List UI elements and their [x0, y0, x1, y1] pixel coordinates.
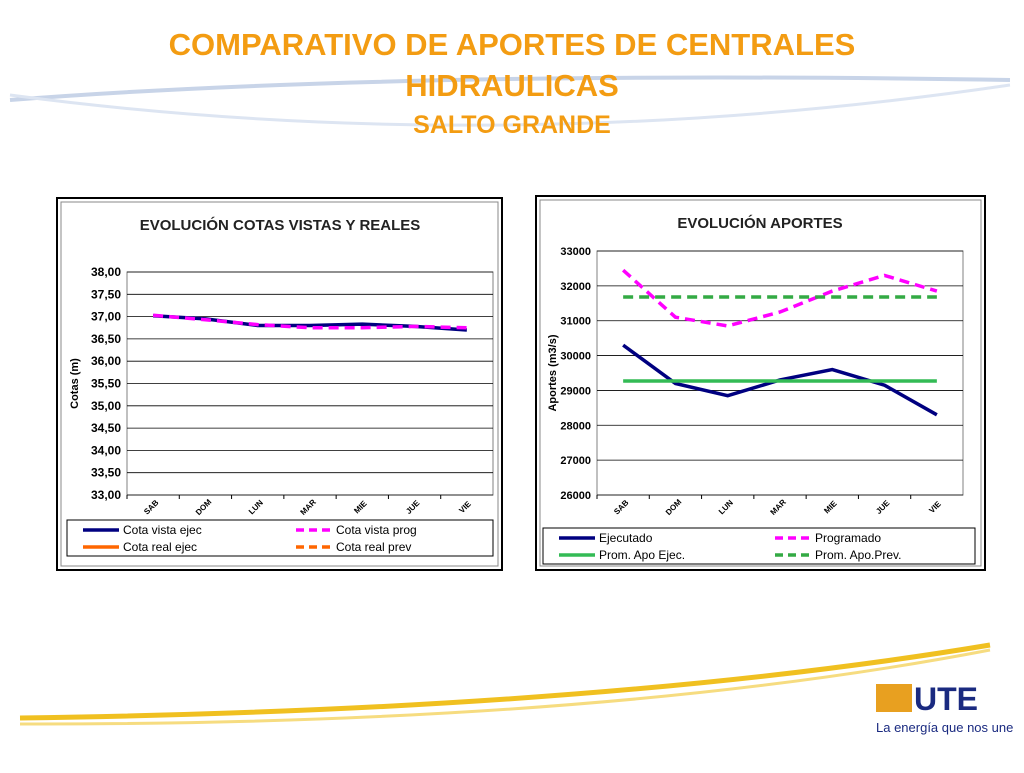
y-tick-label: 31000 — [560, 316, 591, 328]
chart-title: EVOLUCIÓN COTAS VISTAS Y REALES — [140, 216, 421, 234]
y-tick-label: 36,00 — [91, 354, 121, 368]
y-tick-label: 33000 — [560, 246, 591, 258]
slide-title: HIDRAULICAS — [405, 68, 619, 103]
y-tick-label: 37,50 — [91, 287, 121, 301]
legend-label: Ejecutado — [599, 531, 653, 545]
legend-label: Cota real ejec — [123, 540, 197, 554]
legend-frame — [66, 519, 494, 557]
y-axis-label: Cotas (m) — [69, 358, 81, 409]
legend-label: Prom. Apo.Prev. — [815, 548, 901, 562]
y-axis-label: Aportes (m3/s) — [547, 334, 559, 411]
y-tick-label: 36,50 — [91, 332, 121, 346]
y-tick-label: 34,00 — [91, 443, 121, 457]
swoosh — [19, 642, 991, 721]
chart-title: EVOLUCIÓN APORTES — [677, 214, 842, 232]
legend-label: Cota real prev — [336, 540, 411, 554]
legend-label: Cota vista prog — [336, 523, 417, 537]
y-tick-label: 29000 — [560, 385, 591, 397]
logo-mark — [876, 684, 912, 712]
plot-area — [596, 250, 964, 496]
y-tick-label: 37,00 — [91, 310, 121, 324]
y-tick-label: 27000 — [560, 455, 591, 467]
legend-label: Cota vista ejec — [123, 523, 202, 537]
logo-tagline: La energía que nos une — [876, 720, 1013, 735]
y-tick-label: 34,50 — [91, 421, 121, 435]
y-tick-label: 38,00 — [91, 265, 121, 279]
y-tick-label: 32000 — [560, 281, 591, 293]
y-tick-label: 33,50 — [91, 466, 121, 480]
legend-frame — [542, 527, 976, 565]
y-tick-label: 30000 — [560, 351, 591, 363]
slide-title: COMPARATIVO DE APORTES DE CENTRALES — [169, 27, 856, 62]
series-line — [621, 268, 938, 328]
legend-label: Prom. Apo Ejec. — [599, 548, 685, 562]
y-tick-label: 35,00 — [91, 399, 121, 413]
swoosh — [19, 648, 991, 726]
slide-subtitle: SALTO GRANDE — [413, 111, 611, 139]
legend-label: Programado — [815, 531, 881, 545]
logo: UTE La energía que nos une — [876, 681, 1013, 735]
logo-brand: UTE — [914, 681, 978, 717]
swoosh — [9, 83, 1011, 127]
y-tick-label: 28000 — [560, 420, 591, 432]
swoosh — [9, 75, 1011, 102]
y-tick-label: 35,50 — [91, 377, 121, 391]
y-tick-label: 33,00 — [91, 488, 121, 502]
series-line — [152, 313, 467, 330]
y-tick-label: 26000 — [560, 490, 591, 502]
